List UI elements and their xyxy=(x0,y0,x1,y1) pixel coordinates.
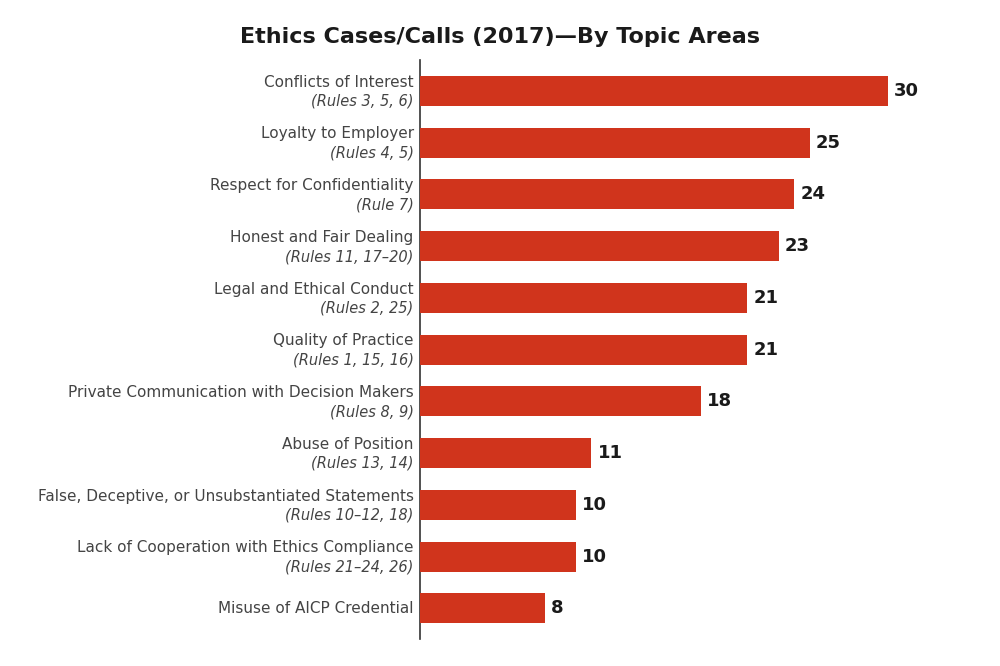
Text: 10: 10 xyxy=(582,496,607,514)
Text: Misuse of AICP Credential: Misuse of AICP Credential xyxy=(218,601,414,616)
Text: 23: 23 xyxy=(785,237,810,255)
Text: (Rules 11, 17–20): (Rules 11, 17–20) xyxy=(285,249,414,264)
Text: (Rules 8, 9): (Rules 8, 9) xyxy=(330,404,414,419)
Text: 21: 21 xyxy=(754,289,779,307)
Text: (Rules 4, 5): (Rules 4, 5) xyxy=(330,146,414,161)
Bar xyxy=(420,438,591,468)
Bar xyxy=(420,541,576,571)
Text: Conflicts of Interest: Conflicts of Interest xyxy=(264,75,414,90)
Bar xyxy=(420,490,576,520)
Text: (Rules 10–12, 18): (Rules 10–12, 18) xyxy=(285,507,414,523)
Text: Loyalty to Employer: Loyalty to Employer xyxy=(261,127,414,141)
Text: 30: 30 xyxy=(894,82,919,100)
Bar xyxy=(420,283,747,313)
Text: Abuse of Position: Abuse of Position xyxy=(282,437,414,452)
Text: False, Deceptive, or Unsubstantiated Statements: False, Deceptive, or Unsubstantiated Sta… xyxy=(38,489,414,503)
Text: Quality of Practice: Quality of Practice xyxy=(273,334,414,348)
Text: 21: 21 xyxy=(754,340,779,359)
Text: (Rules 13, 14): (Rules 13, 14) xyxy=(311,456,414,471)
Bar xyxy=(420,334,747,365)
Text: (Rules 3, 5, 6): (Rules 3, 5, 6) xyxy=(311,94,414,109)
Bar xyxy=(420,76,888,106)
Text: 24: 24 xyxy=(800,185,825,203)
Text: 10: 10 xyxy=(582,547,607,565)
Text: Private Communication with Decision Makers: Private Communication with Decision Make… xyxy=(68,385,414,400)
Text: 18: 18 xyxy=(707,392,732,410)
Text: Legal and Ethical Conduct: Legal and Ethical Conduct xyxy=(214,282,414,296)
Text: 8: 8 xyxy=(551,599,564,617)
Text: (Rule 7): (Rule 7) xyxy=(356,197,414,212)
Text: 11: 11 xyxy=(598,444,623,462)
Bar xyxy=(420,128,810,158)
Text: Honest and Fair Dealing: Honest and Fair Dealing xyxy=(230,230,414,245)
Text: (Rules 21–24, 26): (Rules 21–24, 26) xyxy=(285,559,414,575)
Text: Ethics Cases/Calls (2017)—By Topic Areas: Ethics Cases/Calls (2017)—By Topic Areas xyxy=(240,27,760,47)
Text: Respect for Confidentiality: Respect for Confidentiality xyxy=(210,178,414,193)
Bar xyxy=(420,593,545,623)
Bar xyxy=(420,386,701,416)
Text: 25: 25 xyxy=(816,134,841,152)
Bar xyxy=(420,231,779,261)
Text: (Rules 1, 15, 16): (Rules 1, 15, 16) xyxy=(293,352,414,368)
Text: Lack of Cooperation with Ethics Compliance: Lack of Cooperation with Ethics Complian… xyxy=(77,540,414,555)
Text: (Rules 2, 25): (Rules 2, 25) xyxy=(320,301,414,316)
Bar xyxy=(420,179,794,209)
